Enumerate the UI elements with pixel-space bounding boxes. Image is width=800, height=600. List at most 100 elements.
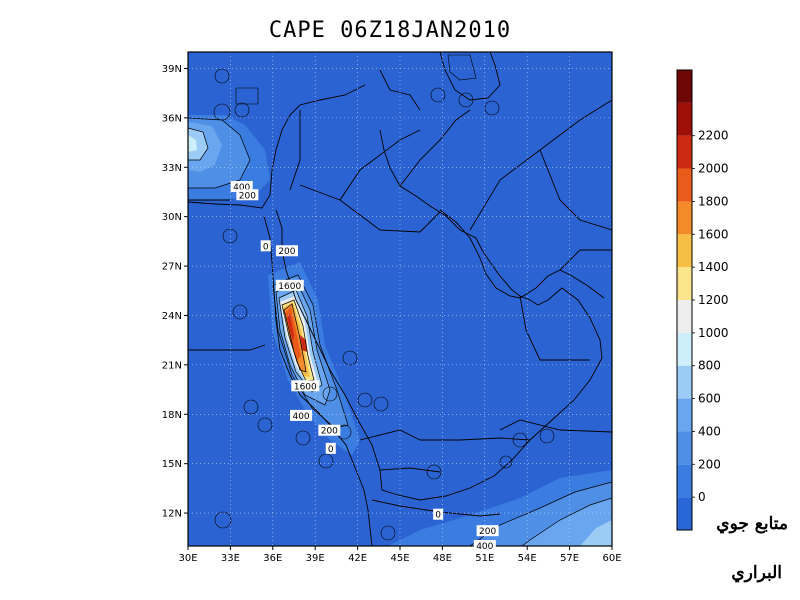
credit-line-1: متابع جوي	[716, 514, 788, 534]
colorbar-label: 1000	[698, 326, 729, 340]
contour-label: 400	[292, 412, 309, 422]
credit-line-2: البراري	[731, 563, 782, 583]
border	[289, 110, 301, 191]
contour-lines	[188, 117, 612, 546]
y-tick-label: 15N	[162, 459, 182, 470]
colorbar-swatch	[677, 398, 692, 432]
colorbar: 0 200 400 600 800 1000 1200 1400 1600 1800 2000 220…	[676, 69, 729, 531]
contour-label-bg	[236, 189, 259, 201]
border	[188, 344, 266, 351]
y-tick-label: 33N	[162, 163, 182, 174]
colorbar-swatch	[677, 431, 692, 465]
colorbar-swatch	[677, 234, 692, 268]
cape-field-arabiansea-3	[580, 520, 612, 546]
contour-label-bg	[230, 181, 253, 193]
colorbar-swatch	[677, 365, 692, 399]
contour-label-bg	[433, 508, 444, 520]
border	[420, 437, 531, 441]
contour-circle	[232, 304, 248, 320]
contour-blob	[235, 87, 259, 105]
border	[559, 249, 612, 271]
contour-label: 0	[435, 511, 441, 521]
coastline-persian-gulf	[439, 209, 605, 299]
contour-blob	[447, 54, 477, 81]
contour-circle	[222, 228, 238, 244]
contour-label: 0	[263, 242, 269, 252]
colorbar-label: 200	[698, 457, 721, 471]
contour-label-bg	[473, 540, 496, 551]
contour-label: 200	[479, 527, 496, 537]
x-tick-label: 39E	[306, 553, 325, 564]
border	[519, 295, 590, 361]
contour-label: 1600	[294, 382, 317, 392]
cape-field-mediterranean-5	[188, 135, 197, 152]
cape-field-arabiansea-2	[522, 498, 612, 546]
x-tick-label: 57E	[560, 553, 579, 564]
contour-redsea-a	[275, 281, 331, 406]
border	[399, 109, 471, 187]
colorbar-swatch	[677, 332, 692, 366]
y-tick-label: 27N	[162, 262, 182, 273]
contour-circle	[499, 455, 513, 469]
coastline-africa-redsea	[263, 215, 373, 546]
x-tick-label: 33E	[221, 553, 240, 564]
x-tick-label: 36E	[263, 553, 282, 564]
coastline-caspian	[439, 52, 501, 101]
contour-circle	[213, 103, 231, 121]
cape-field-redsea-9	[287, 314, 294, 342]
contour-label-bg	[260, 240, 271, 252]
contour-label-bg	[318, 424, 341, 436]
contour-label-bg	[275, 245, 298, 257]
border	[339, 129, 421, 201]
y-tick-label: 39N	[162, 64, 182, 75]
x-tick-label: 45E	[390, 553, 409, 564]
colorbar-label: 1200	[698, 293, 729, 307]
colorbar-label: 1800	[698, 194, 729, 208]
colorbar-label: 1600	[698, 227, 729, 241]
border	[299, 184, 441, 233]
contour-label-bg	[325, 442, 336, 454]
x-tick-label: 42E	[348, 553, 367, 564]
y-tick-label: 36N	[162, 113, 182, 124]
contour-label: 400	[476, 542, 493, 552]
contour-circle	[357, 392, 373, 408]
contour-circle	[243, 399, 259, 415]
contour-circle	[430, 87, 446, 103]
border	[499, 419, 612, 433]
colorbar-label: 2000	[698, 162, 729, 176]
contour-redsea-b	[278, 289, 323, 393]
contour-label: 0	[328, 445, 334, 455]
y-tick-label: 18N	[162, 410, 182, 421]
border	[539, 149, 612, 231]
colorbar-label: 600	[698, 392, 721, 406]
contour-circle	[214, 511, 232, 529]
contour-circle	[214, 68, 230, 84]
contour-redsea-d	[283, 303, 307, 373]
contour-circle	[373, 396, 389, 412]
contour-circle	[380, 525, 396, 541]
x-tick-label: 51E	[475, 553, 494, 564]
border	[359, 429, 421, 441]
y-tick-label: 21N	[162, 360, 182, 371]
contour-label: 200	[278, 247, 295, 257]
contour-circle	[539, 428, 555, 444]
colorbar-swatch	[677, 300, 692, 333]
colorbar-swatch	[677, 168, 692, 202]
contour-sea-b	[521, 497, 612, 546]
contour-circle	[295, 430, 311, 446]
y-tick-label: 12N	[162, 509, 182, 520]
border	[379, 467, 441, 473]
colorbar-swatch	[677, 201, 692, 235]
contour-label-bg	[290, 409, 313, 421]
x-tick-label: 54E	[518, 553, 537, 564]
x-tick-label: 48E	[433, 553, 452, 564]
map-grid	[188, 52, 612, 546]
colorbar-swatch	[677, 497, 692, 530]
contour-redsea-e	[272, 274, 349, 429]
contour-label: 200	[321, 427, 338, 437]
contour-circle	[426, 464, 442, 480]
contour-label-bg	[291, 380, 320, 392]
axis-ticks: 30E 33E 36E 39E 42E 45E 48E 51E 54E 57E 60E 12N 15N 1…	[162, 64, 622, 564]
y-tick-label: 30N	[162, 212, 182, 223]
